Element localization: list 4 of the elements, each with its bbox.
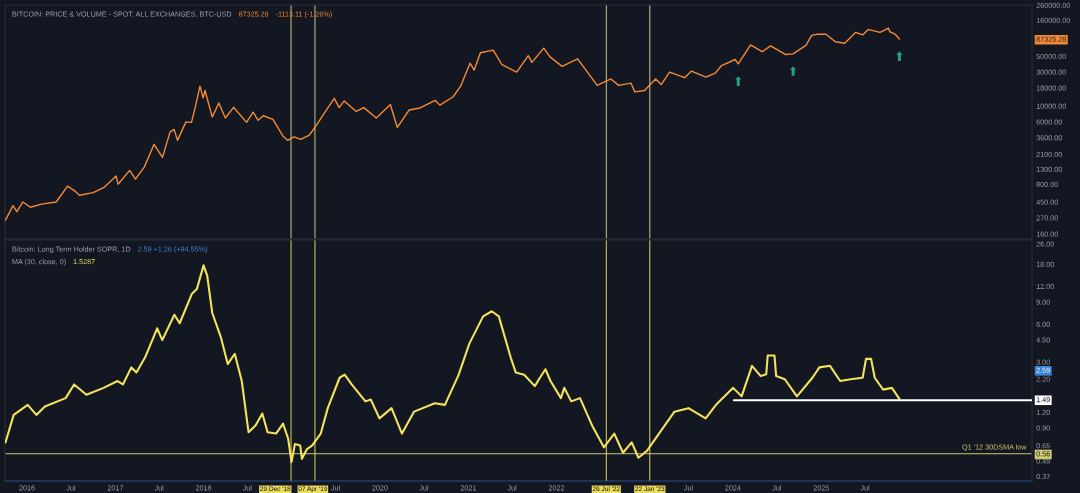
annotation: ⬆ [896, 51, 903, 61]
annotation: ⬆ [735, 76, 742, 86]
annotation: ⬆ [789, 66, 797, 76]
line-series [5, 27, 901, 221]
